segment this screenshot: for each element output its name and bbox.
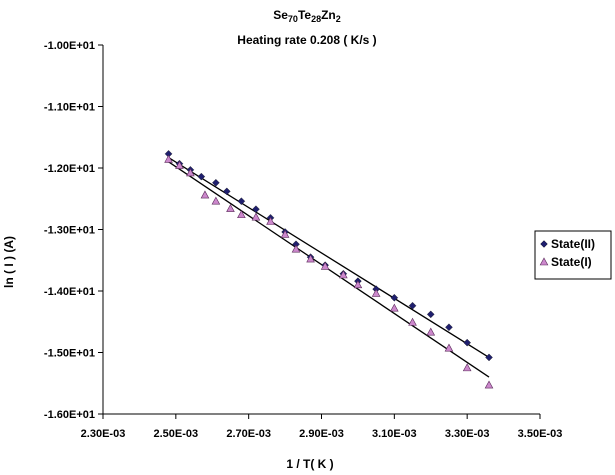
data-point-triangle: [291, 244, 301, 253]
data-point-triangle: [408, 317, 417, 326]
x-tick-label: 2.70E-03: [226, 428, 271, 440]
data-point-triangle: [339, 270, 348, 279]
data-point-triangle: [353, 280, 363, 289]
chart-title: Se70Te28Zn2: [273, 8, 341, 24]
data-point-triangle: [164, 154, 173, 163]
legend-box: [534, 230, 612, 280]
legend-label: State(II): [551, 237, 595, 251]
legend-items: State(II) State(I): [539, 237, 595, 269]
title-text: Se: [273, 8, 288, 22]
data-point-triangle: [266, 216, 275, 225]
y-tick-label: -1.20E+01: [44, 163, 95, 175]
data-point-triangle: [211, 196, 221, 205]
y-axis-title: ln ( I ) (A): [2, 236, 16, 288]
data-point-triangle: [175, 160, 184, 169]
chart-subtitle: Heating rate 0.208 ( K/s ): [237, 33, 376, 47]
y-tick-label: -1.60E+01: [44, 409, 95, 421]
x-tick-label: 2.90E-03: [299, 428, 344, 440]
data-point-triangle: [426, 327, 436, 336]
title-text: Te: [298, 8, 311, 22]
data-point-diamond: [212, 178, 220, 187]
x-tick-label: 2.50E-03: [154, 428, 199, 440]
title-subscript: 28: [311, 14, 321, 24]
data-points: [164, 150, 494, 389]
y-tick-label: -1.10E+01: [44, 102, 95, 114]
data-point-diamond: [426, 310, 435, 319]
x-tick-label: 3.10E-03: [372, 428, 417, 440]
y-ticks: -1.00E+01 -1.10E+01 -1.20E+01 -1.30E+01 -1.4…: [44, 40, 103, 421]
x-tick-label: 3.30E-03: [445, 428, 490, 440]
x-tick-label: 3.50E-03: [518, 428, 563, 440]
data-point-diamond: [223, 187, 231, 196]
data-point-triangle: [371, 288, 381, 297]
title-text: Zn: [321, 8, 336, 22]
x-ticks: 2.30E-03 2.50E-03 2.70E-03 2.90E-03 3.10E-03…: [81, 414, 563, 440]
data-point-triangle: [280, 229, 290, 238]
legend-marker: [539, 257, 549, 266]
data-point-triangle: [200, 190, 210, 199]
data-point-diamond: [197, 172, 206, 181]
data-point-triangle: [237, 210, 246, 219]
data-point-triangle: [306, 254, 315, 263]
data-point-diamond: [485, 353, 493, 362]
data-point-triangle: [226, 203, 235, 212]
data-point-triangle: [390, 303, 399, 312]
data-point-triangle: [251, 212, 261, 221]
data-point-triangle: [444, 343, 454, 352]
trendline: [168, 156, 490, 358]
trendlines: [168, 156, 490, 378]
x-tick-label: 2.30E-03: [81, 428, 126, 440]
data-point-triangle: [484, 380, 494, 389]
data-point-triangle: [186, 168, 195, 177]
y-tick-label: -1.50E+01: [44, 348, 95, 360]
data-point-diamond: [463, 338, 471, 347]
data-point-diamond: [252, 205, 260, 213]
title-group: Se70Te28Zn2 Heating rate 0.208 ( K/s ): [237, 8, 376, 47]
y-tick-label: -1.30E+01: [44, 225, 95, 237]
x-axis-title: 1 / T( K ): [286, 457, 333, 471]
y-tick-label: -1.00E+01: [44, 40, 95, 52]
legend-marker: [540, 240, 548, 248]
data-point-triangle: [462, 363, 472, 372]
data-point-diamond: [237, 197, 246, 205]
data-point-diamond: [390, 293, 399, 302]
data-point-diamond: [408, 301, 417, 310]
title-subscript: 2: [336, 14, 341, 24]
legend: State(II) State(I): [534, 230, 612, 280]
data-point-triangle: [320, 261, 330, 270]
title-subscript: 70: [288, 14, 298, 24]
legend-label: State(I): [551, 255, 592, 269]
y-tick-label: -1.40E+01: [44, 286, 95, 298]
data-point-diamond: [445, 323, 453, 332]
